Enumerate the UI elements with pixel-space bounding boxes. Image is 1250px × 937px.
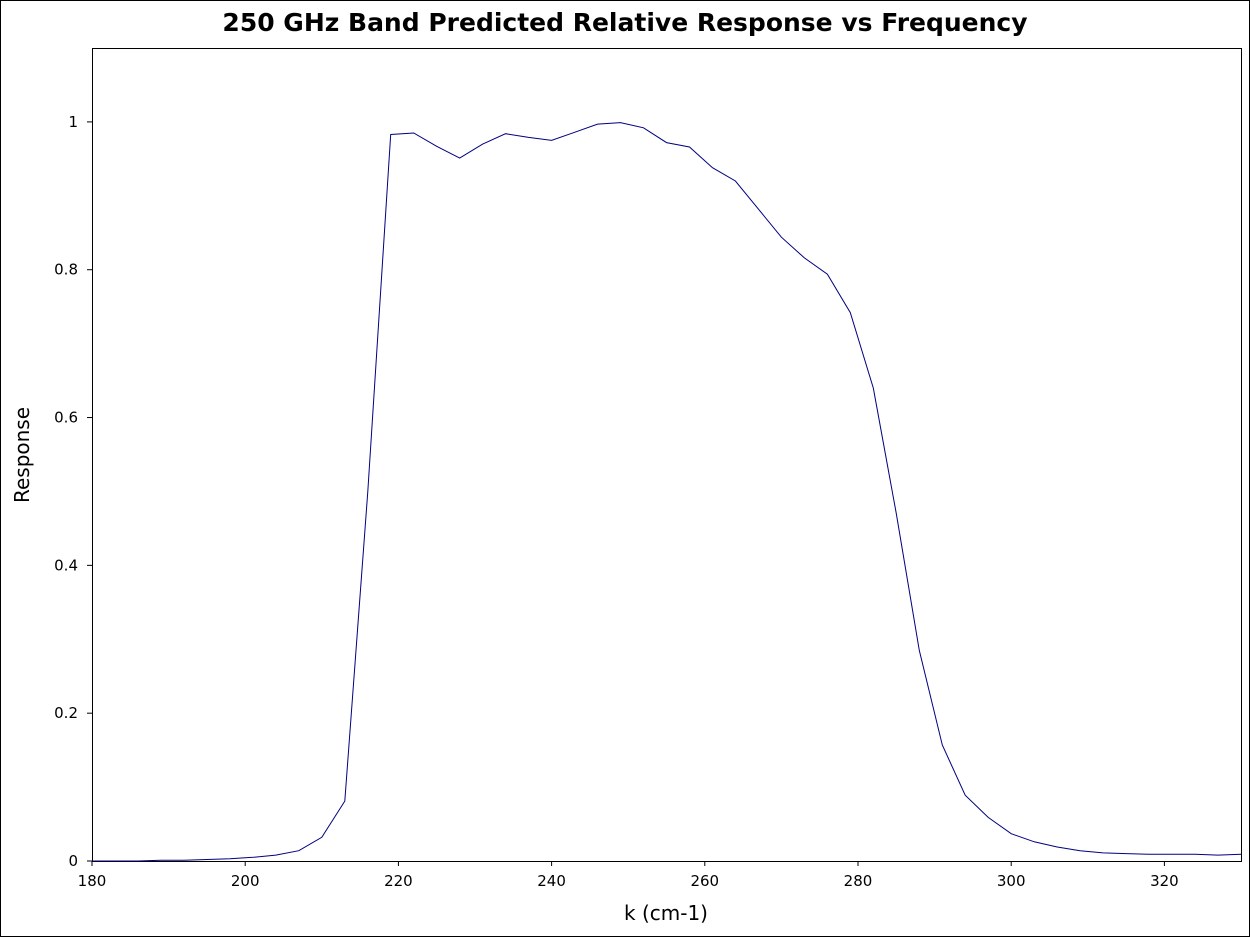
x-axis-label: k (cm-1) [624, 901, 708, 925]
y-axis-label: Response [10, 407, 34, 503]
y-tick-label: 0 [68, 852, 78, 870]
x-tick-label: 280 [844, 872, 873, 890]
x-tick-label: 220 [384, 872, 413, 890]
plot-area [92, 48, 1242, 862]
x-tick-label: 200 [231, 872, 260, 890]
y-axis: 0 0.2 0.4 0.6 0.8 1 [54, 113, 92, 870]
y-tick-label: 0.8 [54, 261, 78, 279]
x-tick-label: 320 [1150, 872, 1179, 890]
x-tick-label: 260 [690, 872, 719, 890]
y-tick-label: 0.6 [54, 409, 78, 427]
chart-title: 250 GHz Band Predicted Relative Response… [222, 8, 1028, 37]
x-tick-label: 300 [997, 872, 1026, 890]
y-tick-label: 0.4 [54, 556, 78, 574]
y-tick-label: 0.2 [54, 704, 78, 722]
x-tick-label: 240 [537, 872, 566, 890]
series-line [92, 122, 1242, 862]
x-tick-label: 180 [78, 872, 107, 890]
x-axis: 180 200 220 240 260 280 300 320 [78, 861, 1179, 890]
y-tick-label: 1 [68, 113, 78, 131]
